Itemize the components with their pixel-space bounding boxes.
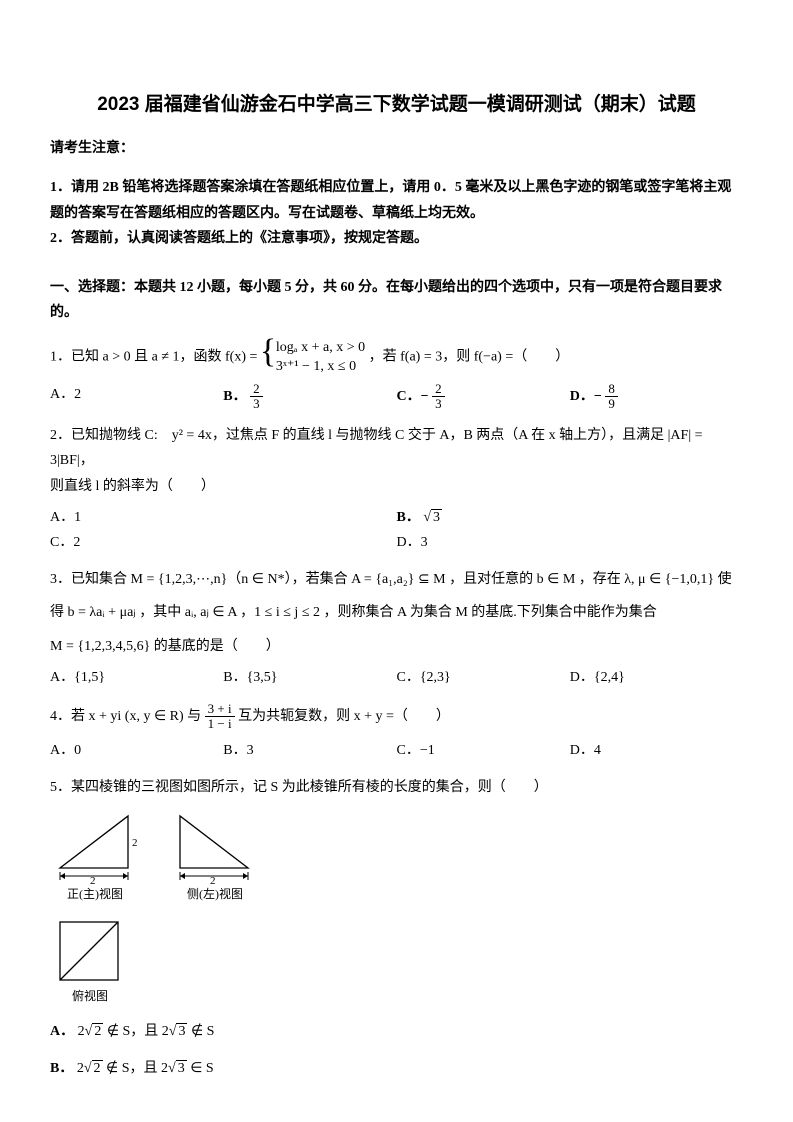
q1-optc-label: C．− [397,389,429,404]
q4-option-c: C．−1 [397,738,570,763]
q1-optd-frac: 8 9 [605,382,618,412]
q2-option-c: C．2 [50,530,397,555]
q3-option-d: D．{2,4} [570,665,743,690]
q5-fig-top: 俯视图 [50,916,130,1008]
q1-option-b: B． 2 3 [223,382,396,412]
q5-option-a: A． 22 ∉ S，且 23 ∉ S [50,1019,743,1044]
q4-options: A．0 B．3 C．−1 D．4 [50,738,743,763]
q1-optb-frac: 2 3 [250,382,263,412]
q5-opta-end: ∉ S [187,1024,214,1039]
q4-frac: 3 + i 1 − i [205,702,235,732]
q3-stem-line3: M = {1,2,3,4,5,6} 的基底的是（ ） [50,634,743,659]
page-title: 2023 届福建省仙游金石中学高三下数学试题一模调研测试（期末）试题 [50,88,743,122]
q2-stem-line1: 2．已知抛物线 C: y² = 4x，过焦点 F 的直线 l 与抛物线 C 交于… [50,423,743,473]
q4-option-a: A．0 [50,738,223,763]
q4-stem-part1: 4．若 x + yi (x, y ∈ R) 与 [50,709,205,724]
q5-figures-row2: 俯视图 [50,916,743,1008]
question-1: 1．已知 a > 0 且 a ≠ 1，函数 f(x) = logₐ x + a,… [50,339,743,375]
q2-option-d: D．3 [397,530,744,555]
q1-option-d: D．− 8 9 [570,382,743,412]
q3-options: A．{1,5} B．{3,5} C．{2,3} D．{2,4} [50,665,743,690]
question-2: 2．已知抛物线 C: y² = 4x，过焦点 F 的直线 l 与抛物线 C 交于… [50,423,743,499]
q3-stem-line2: 得 b = λaᵢ + μaⱼ ，其中 aᵢ, aⱼ ∈ A ，1 ≤ i ≤ … [50,600,743,625]
top-view-icon [50,916,130,986]
side-view-icon: 2 [170,806,260,884]
q2-option-b: B． 3 [397,505,744,530]
exam-page: 2023 届福建省仙游金石中学高三下数学试题一模调研测试（期末）试题 请考生注意… [0,0,793,1122]
q3-option-a: A．{1,5} [50,665,223,690]
q5-opta-mid: ∉ S，且 2 [103,1024,168,1039]
q5-fig3-caption: 俯视图 [50,986,130,1008]
q5-fig-side: 2 侧(左)视图 [170,806,260,906]
q1-option-a: A．2 [50,382,223,412]
q5-opta-sqrt2: 3 [169,1019,188,1044]
q2-optb-sqrt: 3 [423,505,442,530]
q3-stem-line1: 3．已知集合 M = {1,2,3,⋯,n}（n ∈ N*），若集合 A = {… [50,567,743,592]
front-dim-h: 2 [90,875,96,884]
q5-optb-end: ∈ S [187,1061,214,1076]
q1-optb-label: B． [223,389,246,404]
q2-option-a: A．1 [50,505,397,530]
q1-optd-label: D．− [570,389,602,404]
front-view-icon: 2 2 [50,806,140,884]
q5-fig1-caption: 正(主)视图 [50,884,140,906]
q5-optb-sqrt1: 2 [84,1056,103,1081]
q3-option-b: B．{3,5} [223,665,396,690]
q2-stem-line2: 则直线 l 的斜率为（ ） [50,474,743,499]
q1-piece-2: 3ˣ⁺¹ − 1, x ≤ 0 [276,359,356,374]
q2-options: A．1 B． 3 C．2 D．3 [50,505,743,555]
question-3: 3．已知集合 M = {1,2,3,⋯,n}（n ∈ N*），若集合 A = {… [50,567,743,659]
notice-line-2: 2．答题前，认真阅读答题纸上的《注意事项》，按规定答题。 [50,226,743,251]
section-heading-1: 一、选择题：本题共 12 小题，每小题 5 分，共 60 分。在每小题给出的四个… [50,275,743,325]
q1-stem-part1: 1．已知 a > 0 且 a ≠ 1，函数 f(x) = [50,350,261,365]
q5-optb-sqrt2: 3 [168,1056,187,1081]
q5-fig-front: 2 2 正(主)视图 [50,806,140,906]
q5-option-b: B． 22 ∉ S，且 23 ∈ S [50,1056,743,1081]
q1-piecewise: logₐ x + a, x > 0 3ˣ⁺¹ − 1, x ≤ 0 [261,339,365,375]
notice-line-1: 1．请用 2B 铅笔将选择题答案涂填在答题纸相应位置上，请用 0．5 毫米及以上… [50,175,743,225]
q1-options: A．2 B． 2 3 C．− 2 3 D．− 8 9 [50,382,743,412]
question-4: 4．若 x + yi (x, y ∈ R) 与 3 + i 1 − i 互为共轭… [50,702,743,732]
q5-opta-sqrt1: 2 [85,1019,104,1044]
q3-option-c: C．{2,3} [397,665,570,690]
front-dim-v: 2 [132,837,138,849]
side-dim-h: 2 [210,875,216,884]
q5-optb-mid: ∉ S，且 2 [103,1061,168,1076]
question-5: 5．某四棱锥的三视图如图所示，记 S 为此棱锥所有棱的长度的集合，则（ ） [50,775,743,800]
q1-option-c: C．− 2 3 [397,382,570,412]
q5-figures-row1: 2 2 正(主)视图 2 侧(左)视图 [50,806,743,906]
q1-piece-1: logₐ x + a, x > 0 [276,340,365,355]
q5-fig2-caption: 侧(左)视图 [170,884,260,906]
q4-option-d: D．4 [570,738,743,763]
q1-stem-part2: ，若 f(a) = 3，则 f(−a) =（ ） [369,350,570,365]
q4-stem-part2: 互为共轭复数，则 x + y =（ ） [238,709,450,724]
q4-option-b: B．3 [223,738,396,763]
q2-optb-label: B． [397,510,420,525]
q5-optb-label: B． [50,1061,73,1076]
q1-optc-frac: 2 3 [432,382,445,412]
notice-heading: 请考生注意： [50,136,743,161]
q5-opta-label: A． [50,1024,74,1039]
